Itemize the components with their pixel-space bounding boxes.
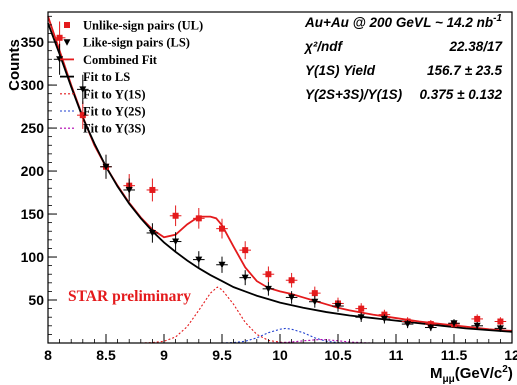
x-tick-label: 11.5 [441,347,468,363]
ul-data-point [474,315,481,322]
ls-data-point [450,320,458,327]
curve-fit-to-3s [268,339,373,344]
ul-data-point [358,305,365,312]
info-label: χ²/ndf [303,39,344,54]
ls-data-point [264,285,272,293]
ls-data-point [288,294,296,301]
ul-data-point [149,186,156,193]
ul-data-point [288,277,295,284]
legend-square-marker [64,22,70,28]
ls-data-point [172,238,180,246]
legend-label: Fit to Υ(2S) [83,105,146,119]
curve-fit-to-1s [140,286,304,344]
y-tick-label: 150 [21,206,45,222]
ls-data-point [311,298,319,306]
ls-data-point [56,56,64,63]
ls-data-point [427,324,435,332]
ul-data-point [79,112,86,119]
ul-data-point [242,247,249,254]
legend-label: Fit to LS [83,70,130,84]
ls-data-point [218,261,226,269]
x-tick-label: 11 [389,347,404,363]
legend-label: Fit to Υ(1S) [83,87,146,101]
ul-data-point [56,34,63,41]
ul-data-point [172,212,179,219]
ls-data-point [241,274,249,282]
y-axis-title: Counts [6,39,23,91]
ls-data-point [404,321,412,328]
ls-data-point [496,325,504,332]
ul-data-point [265,271,272,278]
legend-label: Combined Fit [83,53,158,67]
y-tick-label: 200 [21,163,45,179]
info-value-superscript: -1 [493,13,502,24]
ls-data-point [195,256,203,264]
legend-label: Unlike-sign pairs (UL) [83,19,203,33]
x-tick-label: 10 [272,347,288,363]
info-label: Υ(2S+3S)/Υ(1S) [305,87,403,102]
info-value: 22.38/17 [448,39,503,54]
ul-data-point [195,215,202,222]
x-tick-label: 9.5 [212,347,232,363]
ls-data-point [148,229,156,237]
x-axis-title-close: ) [508,365,513,382]
curve-fit-to-2s [221,327,350,344]
ls-data-point [473,322,481,330]
x-axis-title-main: M [430,365,443,382]
y-tick-label: 100 [21,249,45,265]
y-tick-label: 350 [21,34,45,50]
ls-data-point [102,163,110,171]
info-value: L ~ 14.2 nb-1 [423,13,502,30]
x-tick-label: 8.5 [96,347,116,363]
x-axis-title-subscript: μμ [443,374,455,385]
info-label: Au+Au @ 200 GeV [304,15,424,30]
ul-data-point [311,290,318,297]
y-tick-label: 250 [21,120,45,136]
info-value: 0.375 ± 0.132 [420,87,503,102]
y-tick-label: 300 [21,77,45,93]
x-tick-label: 12 [504,347,517,363]
star-preliminary-label: STAR preliminary [68,288,191,305]
x-tick-label: 9 [160,347,168,363]
x-axis-title-unit: (GeV/c [455,365,503,382]
legend-triangle-marker [63,39,71,46]
info-value: 156.7 ± 23.5 [427,63,502,78]
x-axis-title-superscript: 2 [502,364,508,375]
ls-data-point [79,86,87,93]
ls-data-point [125,186,133,194]
x-tick-label: 8 [44,347,52,363]
ls-data-point [334,303,342,310]
ul-data-point [219,225,225,232]
info-label: Υ(1S) Yield [305,63,376,78]
ul-data-point [497,318,504,325]
x-axis-title: Mμμ(GeV/c2) [430,364,513,385]
legend-label: Like-sign pairs (LS) [83,36,190,50]
ls-data-point [380,315,388,323]
x-tick-label: 10.5 [324,347,351,363]
legend-label: Fit to Υ(3S) [83,122,146,136]
y-tick-label: 50 [28,292,44,308]
ls-data-point [357,314,365,321]
